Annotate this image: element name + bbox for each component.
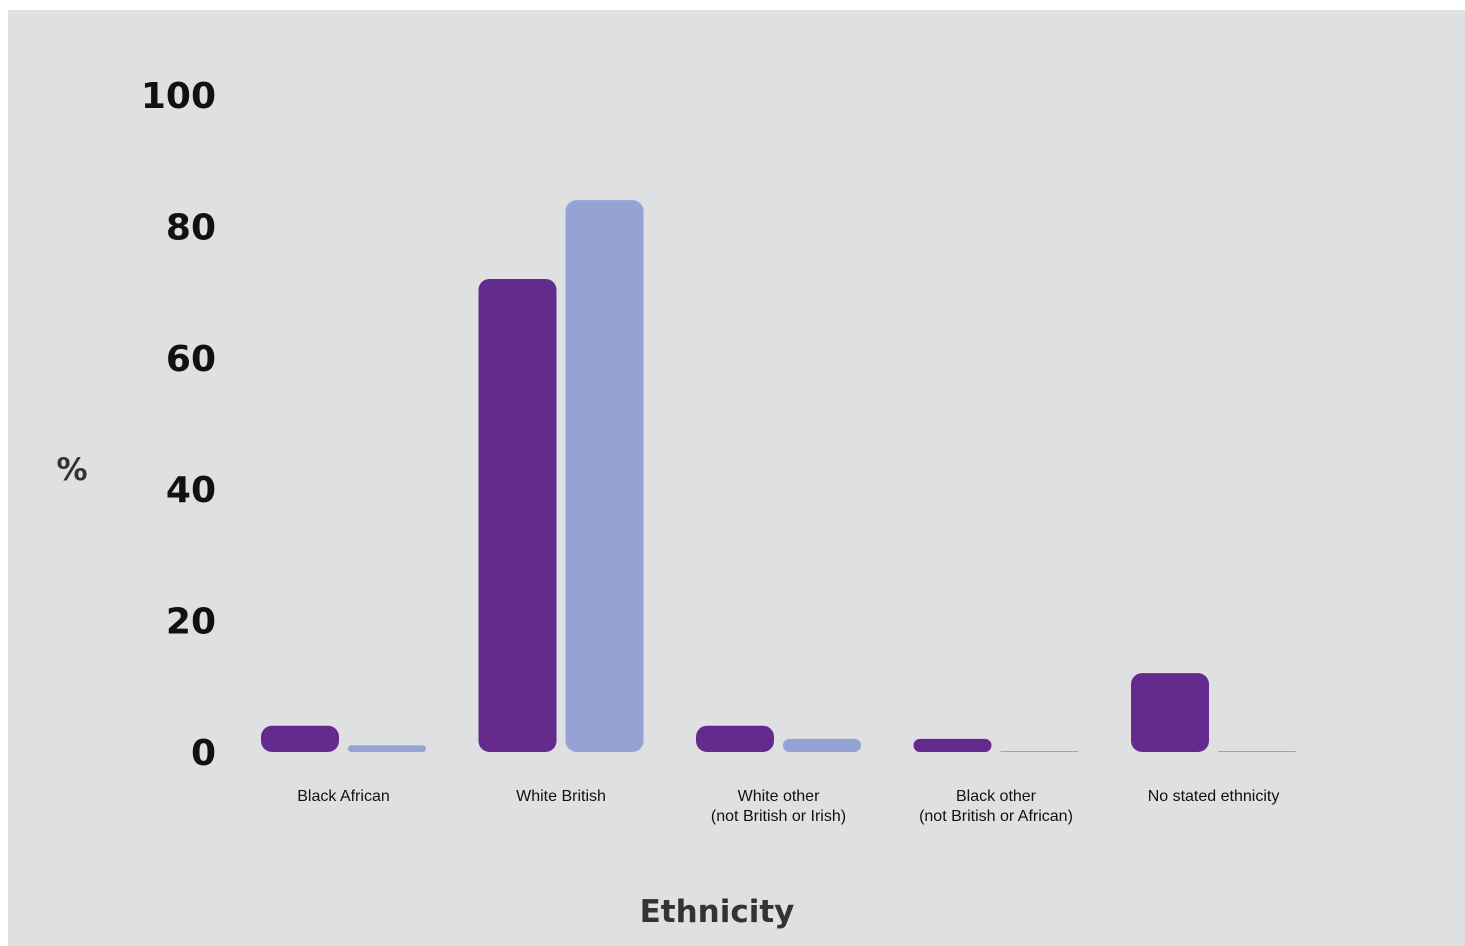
y-tick-label: 40 (166, 470, 216, 511)
category-label: No stated ethnicity (1148, 788, 1280, 805)
bar-chart: % Ethnicity 0 20 40 60 80 100 Black African Wh… (56, 76, 1296, 930)
bar (261, 725, 339, 752)
bar (696, 725, 774, 752)
y-tick-label: 0 (191, 733, 216, 774)
category-labels: Black African White British White other (no… (297, 788, 1279, 825)
category-label: White other (738, 788, 820, 805)
y-tick-label: 80 (166, 207, 216, 248)
bar (913, 738, 992, 752)
bar (348, 745, 426, 752)
bar (1218, 751, 1296, 752)
category-label: (not British or Irish) (711, 808, 846, 825)
y-tick-label: 60 (166, 339, 216, 380)
x-axis-label: Ethnicity (640, 894, 795, 930)
bar (565, 200, 644, 752)
category-label: Black other (956, 788, 1037, 805)
bar (783, 738, 861, 752)
bars (261, 200, 1296, 752)
bar (1131, 673, 1209, 752)
chart-panel: % Ethnicity 0 20 40 60 80 100 Black African Wh… (8, 10, 1465, 946)
bar (1000, 751, 1079, 752)
bar (478, 278, 557, 752)
y-tick-label: 20 (166, 602, 216, 643)
y-tick-label: 100 (141, 76, 216, 117)
category-label: (not British or African) (919, 808, 1073, 825)
y-axis-ticks: 0 20 40 60 80 100 (141, 76, 216, 774)
category-label: White British (516, 788, 606, 805)
y-axis-label: % (56, 452, 87, 488)
category-label: Black African (297, 788, 389, 805)
